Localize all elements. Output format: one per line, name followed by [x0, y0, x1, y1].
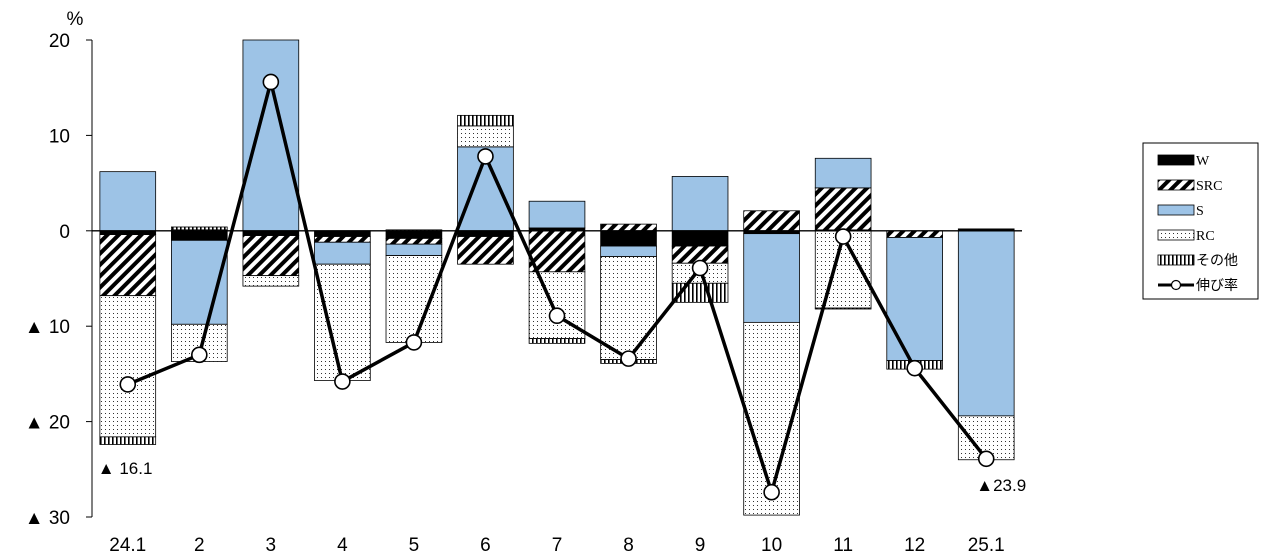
bar-segment [457, 230, 514, 237]
bar-segment [743, 321, 800, 516]
legend-swatch [1157, 179, 1195, 191]
bar-segment [743, 210, 800, 232]
y-tick-label: ▲ 30 [25, 508, 70, 529]
growth-rate-point [834, 228, 852, 245]
x-tick-label: 7 [552, 535, 563, 556]
growth-rate-point [477, 148, 494, 165]
bar-segment [99, 436, 157, 445]
bar-segment [171, 230, 228, 241]
legend-line-marker [1170, 279, 1182, 291]
bar-segment [814, 157, 872, 189]
growth-rate-point [691, 259, 709, 277]
x-tick-label: 10 [761, 535, 782, 556]
bar-segment [957, 230, 1015, 417]
y-tick-label: 0 [59, 222, 70, 243]
legend-swatch [1157, 254, 1195, 266]
bar-segment [457, 114, 514, 127]
legend-swatch [1157, 154, 1195, 166]
legend-label: S [1196, 204, 1204, 219]
y-tick-label: 20 [49, 31, 70, 52]
growth-rate-point [977, 450, 995, 468]
bar-segment [99, 295, 157, 438]
data-label: ▲23.9 [976, 476, 1026, 495]
bar-segment [886, 230, 943, 238]
growth-rate-point [262, 73, 280, 91]
bar-segment [242, 230, 300, 236]
y-tick-label: 10 [49, 126, 70, 147]
bar-segment [242, 275, 300, 287]
legend-label: 伸び率 [1196, 277, 1238, 294]
bar-segment [385, 230, 443, 239]
x-tick-label: 6 [480, 535, 491, 556]
x-tick-label: 11 [833, 535, 853, 556]
growth-rate-point [119, 376, 137, 393]
x-tick-label: 8 [623, 535, 634, 556]
bar-segment [314, 236, 371, 243]
y-axis-label: % [67, 9, 84, 30]
bar-segment [171, 226, 228, 231]
bar-segment [99, 234, 157, 297]
bar-segment [242, 235, 300, 277]
tick-labels: 20 10 0 ▲ 10 ▲ 20 ▲ 30 24.1 2 3 4 5 6 7 8 9 10 11 12 25.1 [25, 31, 1005, 556]
bar-segment [457, 236, 514, 265]
legend-label: その他 [1196, 253, 1238, 269]
bar-segment [671, 176, 729, 232]
bar-segment [242, 39, 300, 232]
legend-frame [1142, 142, 1259, 300]
growth-rate-point [548, 307, 566, 325]
x-tick-label: 3 [266, 535, 277, 556]
bar-segment [886, 237, 943, 361]
bar-segment [528, 230, 586, 273]
bars [99, 39, 1015, 516]
bar-segment [600, 223, 657, 232]
growth-rate-point [620, 350, 637, 367]
legend-swatch [1157, 229, 1195, 241]
bar-segment [385, 243, 443, 257]
x-tick-label: 5 [409, 535, 420, 556]
bar-segment [814, 187, 872, 231]
growth-rate-point [405, 334, 423, 351]
legend-label: W [1196, 154, 1210, 169]
bar-segment [600, 245, 657, 257]
growth-rate-point [191, 346, 208, 364]
bar-segment [385, 238, 443, 245]
bar-segment [99, 171, 157, 232]
x-tick-label: 9 [695, 535, 706, 556]
y-tick-label: ▲ 10 [25, 317, 70, 338]
legend-label: RC [1196, 229, 1215, 244]
bar-segment [314, 241, 371, 265]
bar-segment [814, 307, 872, 310]
x-tick-label: 25.1 [968, 535, 1005, 556]
bar-segment [743, 233, 800, 323]
x-tick-label: 2 [194, 535, 205, 556]
bar-segment [314, 263, 371, 381]
bar-segment [600, 256, 657, 360]
y-tick-label: ▲ 20 [25, 413, 70, 434]
bar-segment [528, 200, 586, 229]
growth-rate-point [906, 359, 923, 377]
growth-rate-line [119, 73, 995, 501]
bar-segment [457, 125, 514, 148]
growth-rate-point [763, 483, 780, 501]
legend-swatch [1157, 204, 1195, 216]
x-tick-label: 12 [904, 535, 925, 556]
x-tick-label: 24.1 [109, 535, 146, 556]
bar-segment [385, 255, 443, 343]
growth-rate-point [334, 373, 351, 390]
bar-segment [671, 230, 729, 247]
bar-segment [528, 338, 586, 344]
bar-segment [314, 230, 371, 237]
data-label: ▲ 16.1 [98, 459, 153, 478]
bar-segment [600, 230, 657, 247]
axes [86, 39, 93, 518]
annotations: ▲ 16.1 ▲23.9 [98, 459, 1026, 495]
x-tick-label: 4 [337, 535, 348, 556]
legend-label: SRC [1196, 179, 1222, 194]
